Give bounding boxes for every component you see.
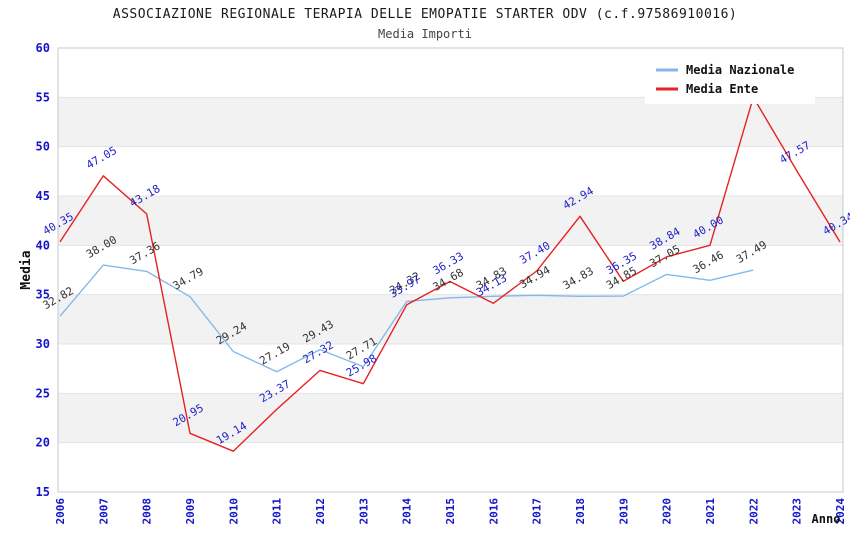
y-tick-label: 25 [36, 386, 50, 400]
plot-band [58, 294, 843, 344]
plot-band [58, 393, 843, 443]
x-tick-label: 2011 [271, 498, 284, 525]
data-point-label: 47.05 [84, 144, 119, 172]
y-axis-title: Media [19, 250, 34, 289]
x-tick-label: 2014 [401, 498, 414, 525]
x-tick-label: 2018 [574, 498, 587, 525]
data-point-label: 34.79 [171, 265, 206, 293]
y-tick-label: 45 [36, 189, 50, 203]
y-tick-label: 40 [36, 238, 50, 252]
data-point-label: 34.83 [561, 264, 596, 292]
y-tick-label: 35 [36, 288, 50, 302]
series-line-media-nazionale [59, 264, 754, 373]
x-tick-label: 2023 [791, 498, 804, 525]
legend-label-media-ente: Media Ente [686, 82, 758, 96]
series-line-media-ente [59, 96, 841, 452]
x-tick-label: 2009 [184, 498, 197, 525]
y-tick-label: 15 [36, 485, 50, 499]
chart-title: ASSOCIAZIONE REGIONALE TERAPIA DELLE EMO… [112, 7, 738, 22]
y-tick-label: 50 [36, 140, 50, 154]
x-tick-label: 2022 [747, 498, 760, 525]
x-tick-label: 2010 [227, 498, 240, 525]
x-tick-label: 2021 [704, 498, 717, 525]
data-point-label: 34.94 [517, 263, 553, 291]
plot-band [58, 196, 843, 246]
x-tick-label: 2016 [487, 498, 500, 525]
x-tick-label: 2008 [141, 498, 154, 525]
data-point-label: 36.46 [691, 248, 726, 276]
legend-label-media-nazionale: Media Nazionale [686, 63, 794, 77]
x-tick-label: 2020 [661, 498, 674, 525]
y-tick-label: 20 [36, 436, 50, 450]
x-tick-label: 2007 [97, 498, 110, 525]
y-tick-label: 55 [36, 90, 50, 104]
x-tick-label: 2017 [531, 498, 544, 525]
x-tick-label: 2015 [444, 498, 457, 525]
plot-border [57, 47, 844, 493]
x-axis-title: Anno [812, 512, 841, 526]
x-tick-label: 2019 [617, 498, 630, 525]
legend [645, 56, 815, 104]
y-tick-label: 60 [36, 41, 50, 55]
chart-subtitle: Media Importi [378, 27, 472, 41]
x-tick-label: 2012 [314, 498, 327, 525]
x-tick-label: 2013 [357, 498, 370, 525]
y-tick-label: 30 [36, 337, 50, 351]
plot-band [58, 97, 843, 147]
x-tick-label: 2024 [834, 498, 847, 525]
x-tick-label: 2006 [54, 498, 67, 525]
